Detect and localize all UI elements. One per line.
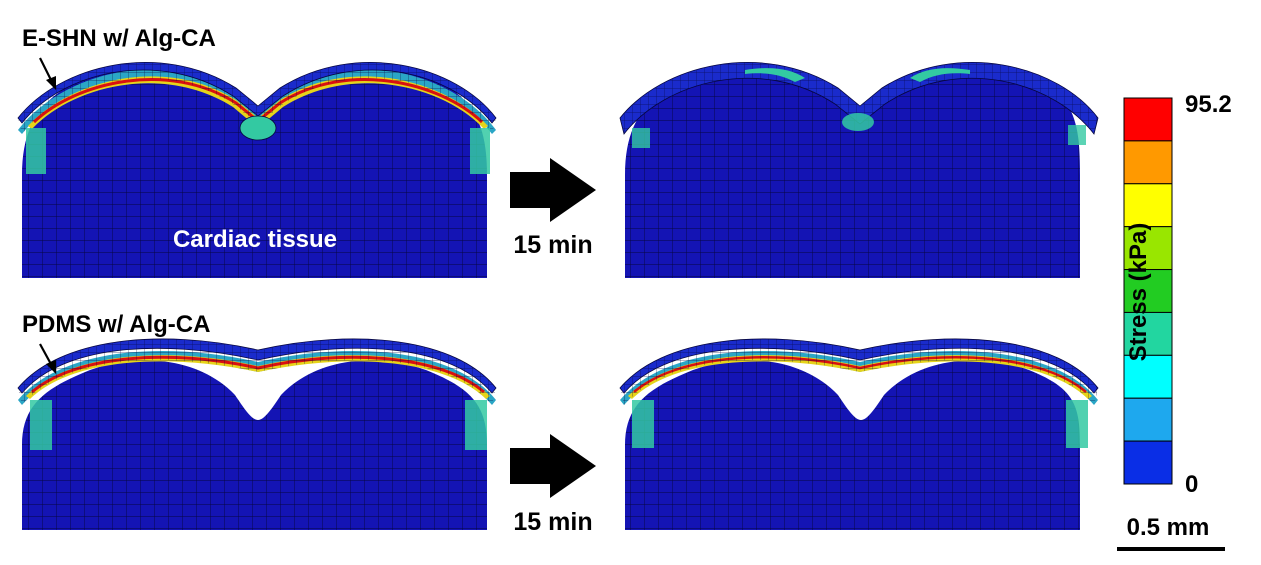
edge-stress-right bbox=[1068, 125, 1086, 145]
scale-bar bbox=[1117, 547, 1225, 551]
colorbar-max-label: 95.2 bbox=[1185, 91, 1232, 118]
edge-stress-left bbox=[632, 128, 650, 148]
panel-eshn-after bbox=[619, 62, 1099, 279]
tissue-label: Cardiac tissue bbox=[173, 226, 337, 253]
time-label-top: 15 min bbox=[513, 231, 592, 259]
time-label-bottom: 15 min bbox=[513, 508, 592, 536]
pointer-arrowhead-eshn bbox=[46, 76, 56, 90]
pointer-arrow-eshn bbox=[39, 57, 53, 83]
colorbar-segment bbox=[1123, 440, 1173, 485]
panel-label-eshn: E-SHN w/ Alg-CA bbox=[22, 25, 216, 52]
cardiac-tissue-block bbox=[22, 64, 487, 279]
colorbar-segment bbox=[1123, 97, 1173, 142]
edge-stress-right bbox=[470, 128, 490, 174]
edge-stress-left bbox=[632, 400, 654, 448]
colorbar-min-label: 0 bbox=[1185, 471, 1198, 498]
cardiac-tissue-block bbox=[22, 360, 487, 530]
gap-cavity bbox=[198, 363, 320, 412]
panel-pdms-after bbox=[619, 338, 1099, 530]
colorbar-segment bbox=[1123, 183, 1173, 228]
pointer-arrowhead-pdms bbox=[46, 360, 56, 374]
patch-mesh-overlay bbox=[620, 338, 1098, 405]
residual-stress-left bbox=[745, 68, 805, 82]
colorbar-segment bbox=[1123, 140, 1173, 185]
contact-dimple bbox=[239, 115, 277, 141]
panel-label-pdms: PDMS w/ Alg-CA bbox=[22, 311, 210, 338]
gap-cavity bbox=[805, 363, 915, 412]
edge-stress-right bbox=[465, 400, 487, 450]
time-arrow-top bbox=[510, 158, 596, 222]
edge-stress-left bbox=[26, 128, 46, 174]
cardiac-tissue-block bbox=[625, 64, 1080, 279]
residual-stress-right bbox=[910, 68, 970, 82]
edge-stress-left bbox=[30, 400, 52, 450]
edge-stress-right bbox=[1066, 400, 1088, 448]
colorbar-segment bbox=[1123, 311, 1173, 356]
colorbar-title: Stress (kPa) bbox=[1125, 223, 1152, 362]
stress-colorbar bbox=[1123, 97, 1173, 485]
patch-mesh-overlay bbox=[18, 338, 496, 405]
pointer-arrow-pdms bbox=[39, 343, 53, 367]
cardiac-tissue-block bbox=[625, 360, 1080, 530]
scale-bar-label: 0.5 mm bbox=[1127, 514, 1210, 541]
time-arrow-bottom bbox=[510, 434, 596, 498]
contact-dimple bbox=[842, 113, 874, 131]
panel-eshn-initial bbox=[17, 62, 497, 279]
colorbar-segment bbox=[1123, 397, 1173, 442]
colorbar-segment bbox=[1123, 269, 1173, 313]
panel-pdms-initial bbox=[17, 338, 497, 530]
